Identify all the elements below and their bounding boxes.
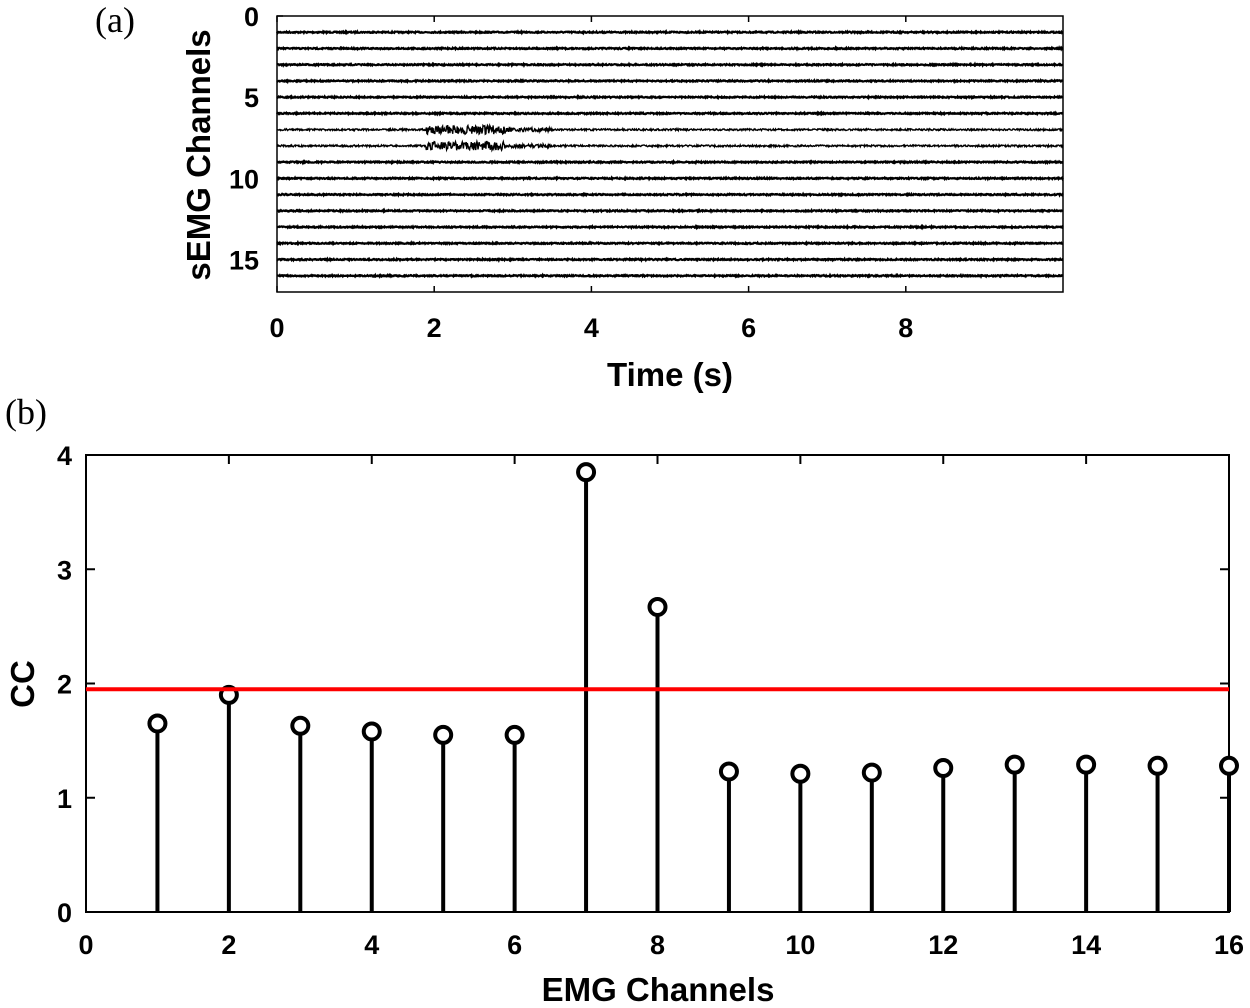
- panel-a-y-axis-title: sEMG Channels: [180, 29, 217, 280]
- panel-a-label: (a): [95, 0, 135, 40]
- panel-a-y-tick-label: 5: [244, 83, 259, 113]
- stem-marker-channel-8: [647, 596, 668, 617]
- panel-b-x-tick-label: 6: [507, 930, 522, 960]
- stem-marker-channel-10: [790, 763, 811, 784]
- trace-channel-7: [276, 123, 1064, 136]
- stem-marker-channel-3: [290, 715, 311, 736]
- panel-a-x-tick-label: 4: [584, 313, 599, 343]
- panel-a-x-tick-label: 2: [427, 313, 442, 343]
- panel-a: (a) 0 2 4 6 8 0 5 10 15 Time (s) sEMG Channels: [95, 0, 1064, 393]
- panel-a-y-tick-label: 0: [244, 2, 259, 32]
- trace-channel-15: [276, 256, 1064, 264]
- trace-channel-5: [276, 93, 1064, 101]
- panel-b-x-tick-label: 10: [785, 930, 815, 960]
- trace-channel-16: [276, 272, 1064, 279]
- trace-channel-1: [276, 28, 1064, 36]
- panel-b-y-tick-label: 2: [57, 670, 72, 700]
- panel-a-y-tick-label: 15: [229, 246, 259, 276]
- stem-marker-channel-12: [933, 758, 954, 779]
- trace-channel-13: [276, 223, 1064, 231]
- stem-series: [147, 462, 1239, 912]
- panel-b-y-tick-label: 1: [57, 784, 72, 814]
- stem-marker-channel-5: [433, 724, 454, 745]
- stem-marker-channel-14: [1076, 754, 1097, 775]
- panel-a-y-ticks: 0 5 10 15: [229, 2, 283, 276]
- panel-b-x-ticks: 0 2 4 6 8 10 12 14 16: [78, 455, 1244, 960]
- stem-marker-channel-9: [718, 761, 739, 782]
- trace-channel-4: [276, 77, 1064, 85]
- stem-marker-channel-16: [1219, 755, 1239, 776]
- stem-marker-channel-7: [576, 462, 597, 483]
- trace-channel-9: [276, 158, 1064, 166]
- trace-channel-10: [276, 175, 1064, 182]
- panel-b-x-tick-label: 14: [1071, 930, 1101, 960]
- panel-b-y-axis-title: CC: [4, 660, 41, 708]
- trace-channel-2: [276, 45, 1064, 52]
- trace-channel-3: [276, 61, 1064, 68]
- panel-a-x-tick-label: 6: [741, 313, 756, 343]
- stem-marker-channel-4: [361, 721, 382, 742]
- panel-b-x-axis-title: EMG Channels: [542, 971, 775, 1008]
- panel-b-y-tick-label: 4: [57, 441, 72, 471]
- panel-b-x-tick-label: 12: [928, 930, 958, 960]
- trace-channel-14: [276, 239, 1064, 247]
- stem-marker-channel-11: [861, 762, 882, 783]
- stem-marker-channel-13: [1004, 754, 1025, 775]
- trace-channel-6: [276, 110, 1064, 117]
- panel-b-x-tick-label: 0: [78, 930, 93, 960]
- trace-channel-8: [276, 138, 1064, 153]
- trace-channel-12: [276, 207, 1064, 215]
- sEMG-traces: [276, 28, 1064, 279]
- stem-marker-channel-1: [147, 713, 168, 734]
- stem-marker-channel-6: [504, 724, 525, 745]
- panel-a-x-axis-title: Time (s): [607, 356, 733, 393]
- panel-b-x-tick-label: 2: [221, 930, 236, 960]
- panel-b-x-tick-label: 8: [650, 930, 665, 960]
- panel-b-x-tick-label: 16: [1214, 930, 1244, 960]
- panel-a-plot-frame: [276, 15, 1064, 293]
- panel-b-y-tick-label: 0: [57, 898, 72, 928]
- panel-b-label: (b): [5, 392, 47, 432]
- panel-a-x-tick-label: 8: [898, 313, 913, 343]
- trace-channel-11: [276, 191, 1064, 198]
- panel-b-y-ticks: 0 1 2 3 4: [57, 441, 1229, 928]
- panel-b-x-tick-label: 4: [364, 930, 379, 960]
- panel-a-x-tick-label: 0: [269, 313, 284, 343]
- stem-marker-channel-15: [1147, 755, 1168, 776]
- panel-b-y-tick-label: 3: [57, 555, 72, 585]
- panel-a-x-ticks: 0 2 4 6 8: [269, 16, 913, 343]
- panel-a-y-tick-label: 10: [229, 164, 259, 194]
